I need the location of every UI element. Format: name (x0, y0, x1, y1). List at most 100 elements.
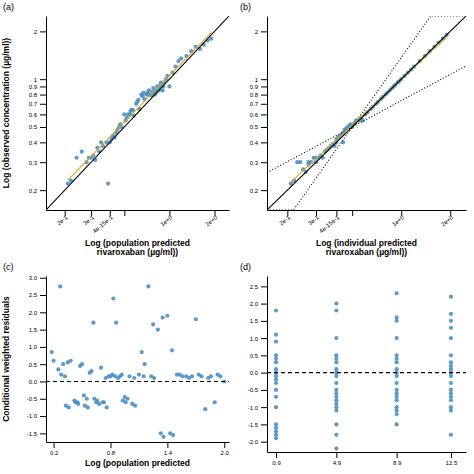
tick-label: 4e-15e-1 (92, 214, 115, 234)
tick: 0.5 (29, 362, 46, 368)
tick: 0.8 (107, 442, 116, 456)
tick-label: 1 (34, 77, 38, 83)
tick: 1.5 (250, 318, 267, 324)
tick: -1.5 (248, 422, 267, 428)
tick-mark (451, 452, 452, 458)
tick-mark (40, 399, 46, 400)
tick: 0.5 (250, 353, 267, 359)
tick: 1.4 (164, 442, 173, 456)
point (334, 336, 338, 340)
point (395, 374, 399, 378)
point (106, 181, 110, 185)
tick-mark (261, 286, 267, 287)
tick-mark (40, 114, 46, 115)
tick: 2.0 (29, 310, 46, 316)
point (99, 366, 103, 370)
tick-mark (261, 304, 267, 305)
line (267, 66, 466, 210)
points (50, 284, 227, 439)
point (449, 408, 453, 412)
tick: 0.7 (29, 101, 46, 107)
point (395, 422, 399, 426)
tick-label: 0.3 (250, 160, 259, 166)
tick: 0.3 (29, 160, 46, 166)
tick-label: 0.2 (250, 188, 259, 194)
tick-label: 3e-1 (307, 214, 321, 227)
tick-mark (40, 312, 46, 313)
tick: 2.0 (221, 442, 230, 456)
point (69, 359, 73, 363)
tick-label: 0.9 (250, 84, 259, 90)
point (170, 348, 174, 352)
tick-mark (261, 190, 267, 191)
tick-label: 0.2 (29, 188, 38, 194)
tick-label: 1.0 (250, 336, 259, 342)
axis-line (46, 17, 47, 211)
tick: 2 (34, 29, 46, 35)
tick-label: 0.5 (29, 362, 38, 368)
tick-label: 2.0 (29, 310, 38, 316)
point (105, 405, 109, 409)
tick-label: 1e+0 (159, 214, 174, 228)
point (59, 372, 63, 376)
tick-mark (40, 330, 46, 331)
tick: 1e+0 (159, 210, 174, 228)
point (341, 140, 345, 144)
point (334, 360, 338, 364)
point (58, 284, 62, 288)
line (267, 16, 466, 173)
tick-label: -2.0 (248, 439, 259, 445)
point (67, 405, 71, 409)
point (111, 296, 115, 300)
point (179, 56, 183, 60)
tick-label: 0.9 (272, 460, 281, 466)
tick-mark (124, 210, 125, 216)
tick-label: -1.0 (27, 413, 38, 419)
tick-mark (40, 433, 46, 434)
point (334, 433, 338, 437)
line (46, 16, 229, 210)
tick-label: 1.5 (29, 327, 38, 333)
tick-label: 0.5 (29, 124, 38, 130)
point (274, 360, 278, 364)
point (76, 402, 80, 406)
tick-mark (40, 86, 46, 87)
tick: 0.6 (250, 112, 267, 118)
tick-mark (40, 364, 46, 365)
tick-mark (224, 442, 225, 448)
point (449, 433, 453, 437)
axis-line (268, 210, 467, 211)
tick-mark (397, 452, 398, 458)
tick-label: 0.9 (29, 84, 38, 90)
tick: 0.4 (29, 140, 46, 146)
tick-mark (40, 295, 46, 296)
point (334, 302, 338, 306)
tick-mark (261, 127, 267, 128)
point (334, 446, 338, 450)
point (449, 326, 453, 330)
point (160, 88, 164, 92)
axis-line (47, 210, 230, 211)
point (136, 98, 140, 102)
point (274, 333, 278, 337)
tick-label: -0.5 (248, 387, 259, 393)
axis-line (267, 17, 268, 211)
point (449, 353, 453, 357)
tick: 0.9 (29, 84, 46, 90)
tick-label: 2 (255, 29, 259, 35)
axis-line (47, 442, 230, 443)
tick-label: 0.0 (29, 379, 38, 385)
point (395, 360, 399, 364)
x-axis: 0.94.98.912.5 (268, 452, 467, 466)
plot-area (267, 291, 466, 450)
tick-label: 8.9 (393, 460, 402, 466)
point (151, 322, 155, 326)
point (334, 408, 338, 412)
tick-label: -0.5 (27, 396, 38, 402)
panel: 0.94.98.912.5-2.0-1.5-1.0-0.50.00.51.01.… (240, 262, 467, 466)
line (267, 372, 466, 373)
tick-mark (261, 86, 267, 87)
point (190, 374, 194, 378)
point (209, 374, 213, 378)
point (74, 156, 78, 160)
